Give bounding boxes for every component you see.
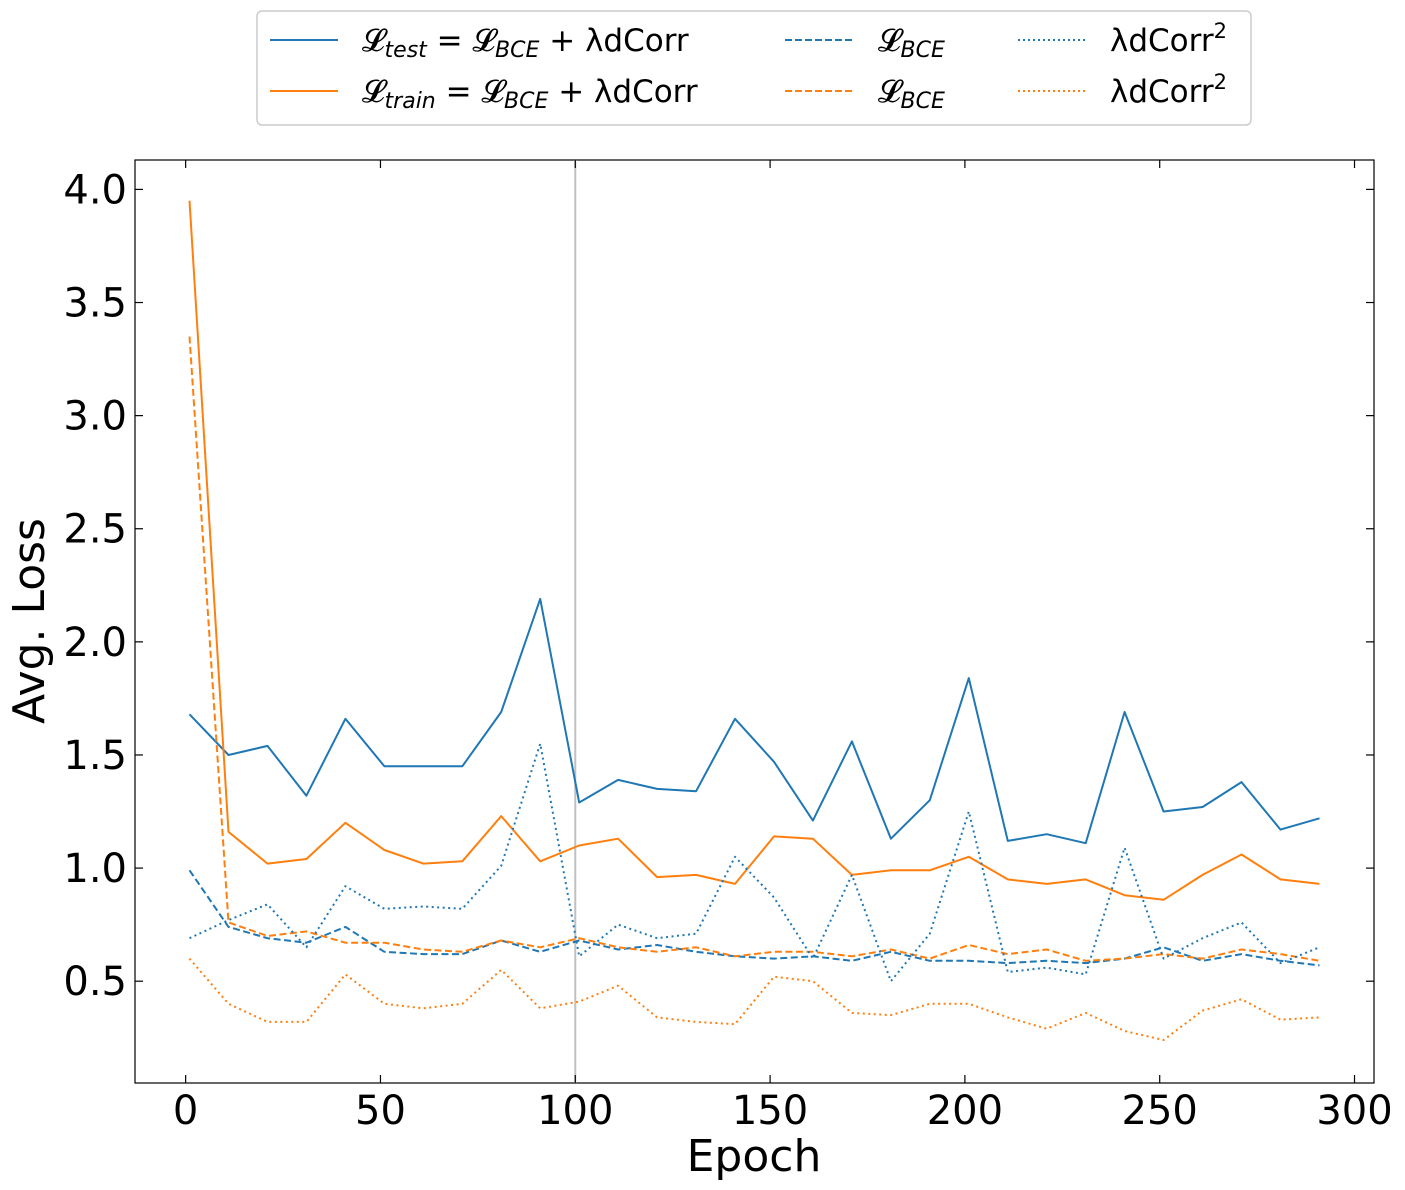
x-tick-label: 0 [173,1088,198,1134]
series-line-train_total [188,200,1320,901]
legend-label-train-bce: 𝓛BCE [878,74,945,114]
series-line-train_dcorr [188,957,1320,1041]
x-tick-label: 150 [732,1088,808,1134]
x-tick-label: 200 [927,1088,1003,1134]
x-axis-title: Epoch [687,1131,822,1182]
legend-label-train-total: 𝓛train = 𝓛BCE + λdCorr [362,74,698,114]
y-tick-label: 2.5 [63,507,127,553]
plot-frame [134,159,1375,1084]
x-tick-label: 50 [355,1088,406,1134]
legend-label-test-bce: 𝓛BCE [878,23,945,63]
legend-entry-train-bce: 𝓛BCE [785,74,945,114]
legend-label-test-total: 𝓛test = 𝓛BCE + λdCorr [362,23,689,63]
y-ticks: 0.5 1.0 1.5 2.0 2.5 3.0 3.5 4.0 [63,167,1374,1005]
y-tick-label: 2.0 [63,620,127,666]
y-tick-label: 3.5 [63,281,127,327]
x-tick-label: 300 [1316,1088,1392,1134]
y-tick-label: 1.5 [63,733,127,779]
y-tick-label: 1.0 [63,846,127,892]
legend-entry-test-bce: 𝓛BCE [785,23,945,63]
x-tick-label: 250 [1122,1088,1198,1134]
series-line-test_total [188,597,1320,845]
y-tick-label: 4.0 [63,167,127,213]
legend-label-test-dcorr: λdCorr2 [1110,19,1227,59]
series-line-test_bce [188,869,1320,967]
legend-entry-train-total: 𝓛train = 𝓛BCE + λdCorr [270,74,698,114]
y-tick-label: 0.5 [63,959,127,1005]
legend: 𝓛test = 𝓛BCE + λdCorr 𝓛train = 𝓛BCE + λd… [256,10,1252,126]
x-ticks: 0 50 100 150 200 250 300 [173,160,1393,1134]
legend-frame [256,10,1252,126]
legend-entry-test-total: 𝓛test = 𝓛BCE + λdCorr [270,23,689,63]
series-line-test_dcorr [189,742,1320,983]
legend-entry-test-dcorr: λdCorr2 [1018,19,1227,59]
y-tick-label: 3.0 [63,394,127,440]
legend-label-train-dcorr: λdCorr2 [1110,70,1227,110]
x-tick-label: 100 [537,1088,613,1134]
series-layer [188,200,1320,1041]
y-axis-title: Avg. Loss [4,518,55,724]
legend-entry-train-dcorr: λdCorr2 [1018,70,1227,110]
series-line-train_bce [188,336,1320,962]
